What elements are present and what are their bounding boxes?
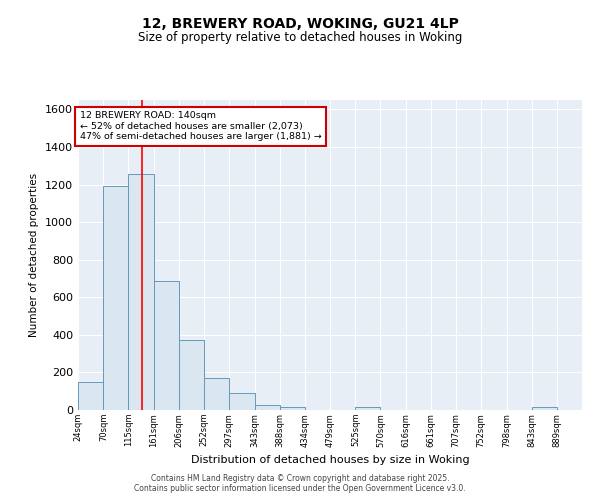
Bar (204, 378, 229, 410)
Bar (179, 340, 204, 410)
Text: Size of property relative to detached houses in Woking: Size of property relative to detached ho… (138, 31, 462, 44)
Text: 12 BREWERY ROAD: 140sqm
← 52% of detached houses are smaller (2,073)
47% of semi: 12 BREWERY ROAD: 140sqm ← 52% of detache… (80, 112, 322, 141)
Bar (154, 282, 179, 410)
Text: 12, BREWERY ROAD, WOKING, GU21 4LP: 12, BREWERY ROAD, WOKING, GU21 4LP (142, 18, 458, 32)
Bar (128, 174, 154, 410)
Bar (229, 393, 254, 410)
Bar (355, 407, 380, 410)
Bar (254, 404, 280, 410)
Bar (78, 382, 103, 410)
Bar (532, 407, 557, 410)
Y-axis label: Number of detached properties: Number of detached properties (29, 173, 40, 337)
Bar (280, 407, 305, 410)
X-axis label: Distribution of detached houses by size in Woking: Distribution of detached houses by size … (191, 455, 469, 465)
Text: Contains public sector information licensed under the Open Government Licence v3: Contains public sector information licen… (134, 484, 466, 493)
Bar (103, 186, 128, 410)
Text: Contains HM Land Registry data © Crown copyright and database right 2025.: Contains HM Land Registry data © Crown c… (151, 474, 449, 483)
